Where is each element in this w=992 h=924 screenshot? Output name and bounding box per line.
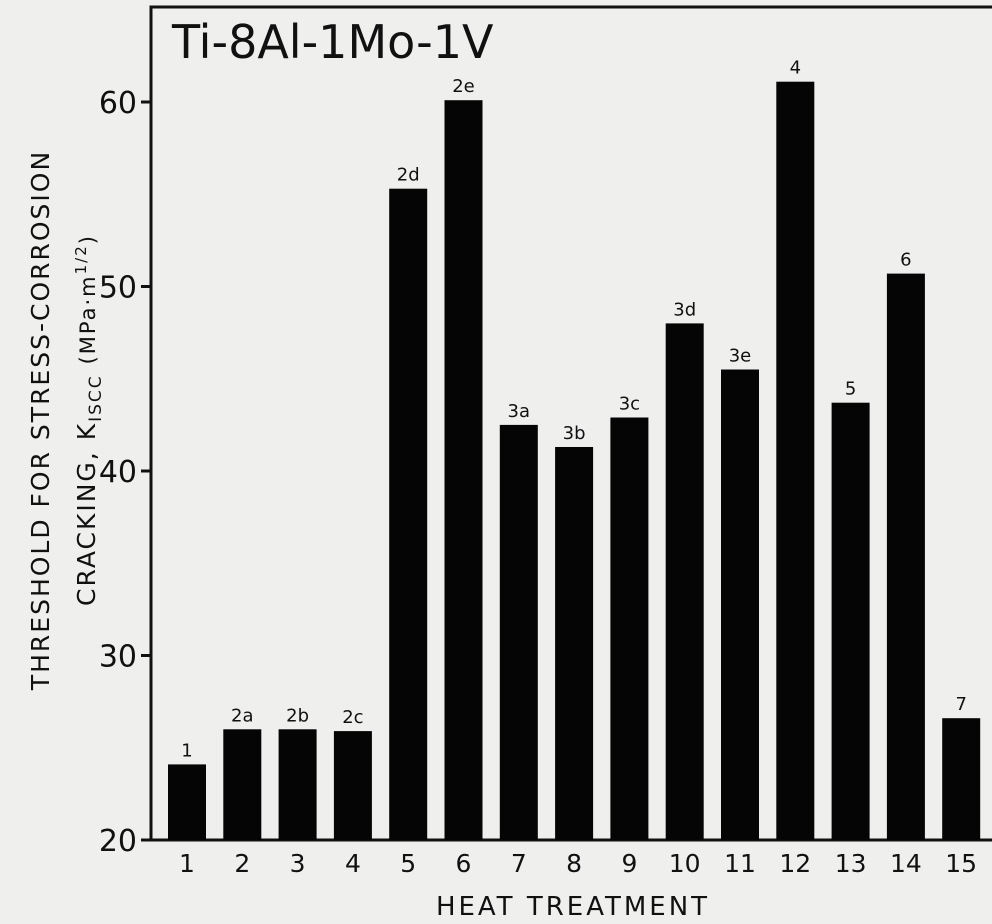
x-tick-label-4: 4	[345, 849, 361, 878]
bar-15	[942, 718, 981, 840]
x-tick-label-2: 2	[234, 849, 250, 878]
bar-3	[278, 729, 317, 840]
y-axis-title-units-exp: 1/2	[72, 244, 90, 274]
x-tick-label-6: 6	[456, 849, 472, 878]
y-tick-label-20: 20	[99, 824, 137, 859]
chart-title: Ti-8Al-1Mo-1V	[171, 15, 494, 69]
x-tick-label-11: 11	[724, 849, 756, 878]
bar-9	[610, 417, 649, 840]
bar-7	[499, 424, 538, 840]
bar-label-15: 7	[955, 694, 966, 715]
y-axis-title-units: (MPa·m	[76, 274, 100, 364]
bar-label-13: 5	[845, 379, 856, 400]
bars-group	[168, 81, 981, 841]
bar-label-11: 3e	[729, 346, 752, 367]
bar-label-8: 3b	[563, 423, 586, 444]
y-axis-title: THRESHOLD FOR STRESS-CORROSION	[26, 150, 55, 691]
x-tick-label-3: 3	[290, 849, 306, 878]
bar-13	[831, 402, 870, 840]
y-axis-title-line1: THRESHOLD FOR STRESS-CORROSION	[26, 150, 55, 691]
bar-1	[168, 764, 206, 840]
bar-8	[555, 447, 594, 840]
x-axis: 1 2 3 4 5 6 7 8 9 10 11 12 13 14 15	[179, 849, 977, 878]
x-tick-label-9: 9	[621, 849, 637, 878]
bar-label-5: 2d	[397, 165, 420, 186]
bar-6	[444, 100, 483, 840]
bar-12	[776, 81, 815, 840]
bar-label-6: 2e	[452, 76, 475, 97]
x-tick-label-10: 10	[669, 849, 701, 878]
y-axis-title-units-close: )	[76, 234, 100, 244]
x-tick-label-15: 15	[945, 849, 977, 878]
y-tick-label-60: 60	[99, 86, 137, 121]
y-tick-label-30: 30	[99, 640, 137, 675]
bar-label-9: 3c	[619, 394, 640, 415]
y-axis-title-2: CRACKING, KISCC (MPa·m1/2)	[72, 234, 106, 606]
bar-label-4: 2c	[342, 707, 363, 728]
x-tick-label-13: 13	[835, 849, 867, 878]
y-tick-label-50: 50	[99, 271, 137, 306]
bar-2	[223, 729, 262, 840]
bar-5	[389, 188, 428, 840]
bar-label-3: 2b	[286, 705, 309, 726]
bar-10	[665, 323, 704, 840]
x-tick-label-5: 5	[400, 849, 416, 878]
bar-labels-group: 1 2a 2b 2c 2d 2e 3a 3b 3c 3d 3e 4 5 6 7	[181, 58, 967, 762]
y-axis: 20 30 40 50 60	[99, 86, 151, 859]
bar-label-10: 3d	[673, 299, 696, 320]
bar-label-2: 2a	[231, 705, 253, 726]
x-tick-label-8: 8	[566, 849, 582, 878]
x-tick-label-7: 7	[511, 849, 527, 878]
bar-14	[886, 273, 925, 841]
y-axis-title-subscript: ISCC	[86, 374, 106, 422]
bar-label-12: 4	[790, 58, 801, 79]
x-tick-label-1: 1	[179, 849, 195, 878]
bar-label-14: 6	[900, 250, 911, 271]
bar-4	[333, 731, 372, 840]
bar-11	[721, 369, 759, 840]
x-tick-label-12: 12	[779, 849, 811, 878]
y-tick-label-40: 40	[99, 455, 137, 490]
bar-label-1: 1	[181, 740, 192, 761]
y-axis-title-line2: CRACKING, KISCC (MPa·m1/2)	[72, 234, 106, 606]
x-tick-label-14: 14	[890, 849, 922, 878]
y-axis-title-line2-main: CRACKING, K	[72, 422, 101, 606]
x-axis-title: HEAT TREATMENT	[436, 892, 710, 922]
bar-label-7: 3a	[508, 401, 530, 422]
